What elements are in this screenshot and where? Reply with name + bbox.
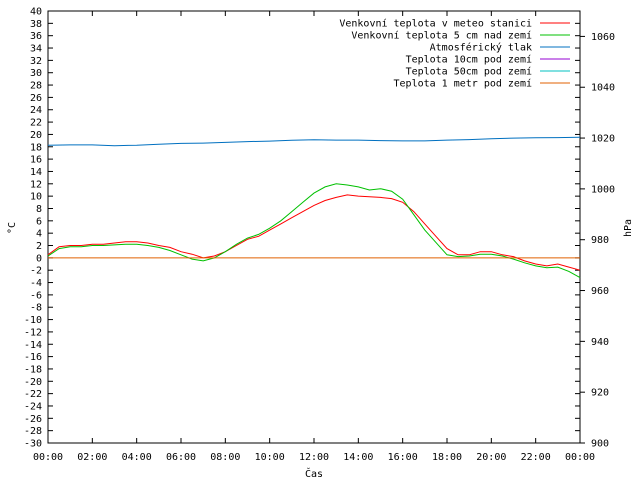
y-left-tick-label: -20	[24, 377, 42, 388]
y-right-tick-label: 1000	[591, 184, 615, 195]
y-left-tick-label: 2	[36, 241, 42, 252]
x-tick-label: 22:00	[521, 452, 551, 463]
y-left-tick-label: 10	[30, 192, 42, 203]
x-tick-label: 16:00	[388, 452, 418, 463]
y-left-tick-label: 0	[36, 253, 42, 264]
y-right-axis-label: hPa	[623, 219, 634, 237]
x-tick-label: 02:00	[77, 452, 107, 463]
legend-label-1: Venkovní teplota 5 cm nad zemí	[351, 30, 532, 42]
series-line-0	[47, 194, 581, 271]
y-right-tick-label: 940	[591, 337, 609, 348]
legend-label-3: Teplota 10cm pod zemí	[406, 54, 532, 66]
x-tick-label: 12:00	[299, 452, 329, 463]
y-left-tick-label: 20	[30, 130, 42, 141]
y-left-tick-label: -26	[24, 414, 42, 425]
y-left-tick-label: 28	[30, 81, 42, 92]
y-left-tick-label: 4	[36, 229, 42, 240]
y-left-tick-label: 12	[30, 179, 42, 190]
x-tick-label: 08:00	[210, 452, 240, 463]
y-left-tick-label: 38	[30, 19, 42, 30]
y-left-tick-label: 16	[30, 155, 42, 166]
y-left-tick-label: -28	[24, 426, 42, 437]
y-right-tick-label: 900	[591, 439, 609, 450]
y-left-tick-label: 34	[30, 44, 42, 55]
y-left-tick-label: 30	[30, 68, 42, 79]
y-left-tick-label: -18	[24, 364, 42, 375]
x-tick-label: 14:00	[343, 452, 373, 463]
y-left-tick-label: -12	[24, 327, 42, 338]
y-left-tick-label: 40	[30, 7, 42, 18]
y-right-tick-label: 920	[591, 388, 609, 399]
y-left-tick-label: -22	[24, 389, 42, 400]
y-left-tick-label: -30	[24, 439, 42, 450]
y-left-tick-label: -4	[30, 278, 42, 289]
x-tick-label: 20:00	[476, 452, 506, 463]
x-tick-label: 00:00	[565, 452, 595, 463]
y-left-tick-label: -10	[24, 315, 42, 326]
y-left-tick-label: -24	[24, 401, 42, 412]
y-left-tick-label: -16	[24, 352, 42, 363]
legend-label-4: Teplota 50cm pod zemí	[406, 66, 532, 78]
y-left-tick-label: 14	[30, 167, 42, 178]
x-tick-label: 18:00	[432, 452, 462, 463]
legend-label-2: Atmosférický tlak	[430, 42, 532, 54]
x-tick-label: 06:00	[166, 452, 196, 463]
y-left-tick-label: 26	[30, 93, 42, 104]
y-right-tick-label: 960	[591, 286, 609, 297]
x-tick-label: 10:00	[255, 452, 285, 463]
y-right-tick-label: 1040	[591, 83, 615, 94]
series-line-2	[47, 136, 581, 147]
y-left-tick-label: 18	[30, 142, 42, 153]
y-left-axis-label: °C	[7, 222, 18, 234]
y-left-tick-label: -8	[30, 303, 42, 314]
y-left-tick-label: -2	[30, 266, 42, 277]
x-tick-label: 00:00	[33, 452, 63, 463]
series-line-1	[47, 183, 581, 279]
x-axis-label: Čas	[305, 467, 323, 480]
y-left-tick-label: 36	[30, 31, 42, 42]
y-left-tick-label: 22	[30, 118, 42, 129]
x-tick-label: 04:00	[122, 452, 152, 463]
y-left-tick-label: 6	[36, 216, 42, 227]
y-left-tick-label: -14	[24, 340, 42, 351]
y-left-tick-label: 32	[30, 56, 42, 67]
y-right-tick-label: 1060	[591, 32, 615, 43]
y-right-tick-label: 1020	[591, 134, 615, 145]
y-left-tick-label: 24	[30, 105, 42, 116]
y-left-tick-label: 8	[36, 204, 42, 215]
y-right-tick-label: 980	[591, 235, 609, 246]
legend-label-5: Teplota 1 metr pod zemí	[394, 78, 532, 90]
y-left-tick-label: -6	[30, 290, 42, 301]
legend-label-0: Venkovní teplota v meteo stanici	[339, 18, 532, 30]
